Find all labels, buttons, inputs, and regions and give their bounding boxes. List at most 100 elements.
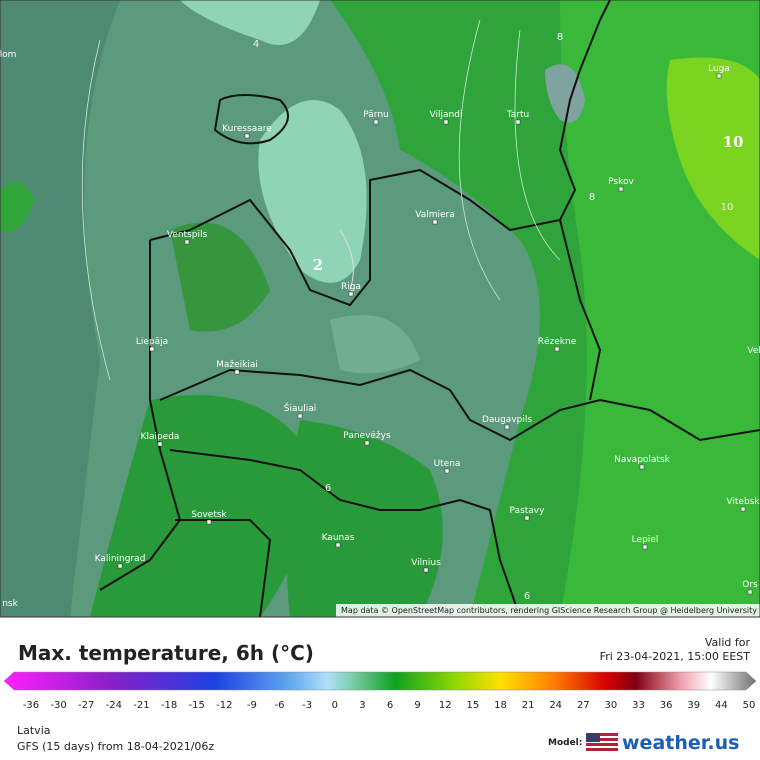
legend-tick-label: 30	[605, 700, 618, 711]
legend-ticks: -36 -30 -27 -24 -21 -18 -15 -12 -9 -6 -3 0 3 6 9 12 15 18…	[23, 700, 756, 711]
city-dot	[149, 346, 155, 352]
city-label: Ventspils	[167, 230, 208, 240]
city-label: Kaliningrad	[95, 554, 146, 564]
legend-tick-label: 44	[715, 700, 728, 711]
legend-tick-label: 3	[359, 700, 365, 711]
legend-tick-label: -12	[216, 700, 232, 711]
legend-tick-label: -6	[275, 700, 285, 711]
city-label: Pskov	[608, 177, 634, 187]
legend-tick-label: 36	[660, 700, 673, 711]
city-label: Panevėžys	[343, 431, 391, 441]
legend-tick-label: -36	[23, 700, 39, 711]
legend-tick-label: 12	[439, 700, 452, 711]
contour-label: 6	[524, 591, 530, 602]
city-label: Liepāja	[136, 337, 168, 347]
city-dot	[297, 413, 303, 419]
city-label: Klaipeda	[141, 432, 180, 442]
city-label: Sovetsk	[191, 510, 227, 520]
city-dot	[642, 544, 648, 550]
city-label: Šiauliai	[284, 402, 316, 414]
legend-tick-label: -21	[133, 700, 149, 711]
city-label: Mažeikiai	[216, 360, 258, 370]
city-label: Navapolatsk	[614, 455, 671, 465]
contour-label: 10	[723, 133, 744, 151]
color-bar	[3, 671, 757, 691]
city-label: Vel	[747, 346, 760, 356]
city-labels: Kuressaare Pärnu Viljandi Tartu Luga Pskov Ven…	[0, 50, 760, 609]
city-dot	[747, 589, 753, 595]
city-label: Luga	[708, 64, 730, 74]
city-label: Ors	[742, 580, 758, 590]
city-dot	[618, 186, 624, 192]
city-dot	[444, 468, 450, 474]
city-label: Vitebsk	[726, 497, 760, 507]
map: Map data © OpenStreetMap contributors, r…	[0, 0, 760, 617]
city-label: Vilnius	[411, 558, 441, 568]
city-dot	[234, 369, 240, 375]
city-dot	[364, 440, 370, 446]
contour-label: 8	[557, 32, 563, 43]
model-label: Model:	[548, 738, 582, 748]
legend-tick-label: -30	[50, 700, 66, 711]
contour-labels: 2 10 8 6 4 8 10 6	[253, 32, 744, 602]
legend-tick-label: -24	[106, 700, 122, 711]
legend-tick-label: 9	[414, 700, 420, 711]
city-dot	[554, 346, 560, 352]
city-dot	[740, 506, 746, 512]
city-dot	[157, 441, 163, 447]
title: Max. temperature, 6h (°C)	[18, 641, 314, 665]
legend-tick-label: 50	[743, 700, 756, 711]
attribution: Map data © OpenStreetMap contributors, r…	[341, 606, 757, 615]
city-dot	[184, 239, 190, 245]
city-label: Pärnu	[363, 110, 389, 120]
contour-label: 4	[253, 39, 259, 50]
contour-label: 2	[313, 256, 323, 274]
city-label: Kaunas	[322, 533, 355, 543]
legend-tick-label: 21	[522, 700, 535, 711]
city-label: Tartu	[506, 110, 529, 120]
contour-label: 8	[589, 192, 595, 203]
legend-tick-label: 6	[387, 700, 393, 711]
city-label: Rēzekne	[538, 337, 577, 347]
city-dot	[117, 563, 123, 569]
legend-tick-label: -9	[247, 700, 257, 711]
city-label: Pastavy	[510, 506, 546, 516]
city-dot	[504, 424, 510, 430]
city-label: Viljandi	[430, 110, 463, 120]
city-dot	[335, 542, 341, 548]
city-label: Kuressaare	[222, 124, 272, 134]
map-frame	[0, 0, 760, 618]
city-label: Utena	[434, 459, 461, 469]
contour-label: 10	[721, 202, 734, 213]
legend-tick-label: 15	[466, 700, 479, 711]
city-dot	[373, 119, 379, 125]
city-dot	[639, 464, 645, 470]
city-label: Riga	[341, 282, 361, 292]
legend-tick-label: -18	[161, 700, 177, 711]
city-dot	[206, 519, 212, 525]
logo[interactable]: weather.us	[622, 732, 739, 754]
legend-tick-label: 39	[687, 700, 700, 711]
city-label: Valmiera	[415, 210, 455, 220]
city-dot	[432, 219, 438, 225]
legend-tick-label: 0	[332, 700, 338, 711]
city-label: lom	[0, 50, 16, 60]
contour-label: 6	[325, 483, 331, 494]
city-dot	[716, 73, 722, 79]
valid-label: Valid for	[705, 636, 751, 649]
city-label: nsk	[2, 599, 18, 609]
city-dot	[244, 133, 250, 139]
city-dot	[515, 119, 521, 125]
city-dot	[348, 291, 354, 297]
model-run: GFS (15 days) from 18-04-2021/06z	[17, 740, 214, 753]
valid-time: Fri 23-04-2021, 15:00 EEST	[600, 650, 751, 663]
legend-tick-label: 24	[549, 700, 562, 711]
legend-tick-label: -15	[189, 700, 205, 711]
legend-tick-label: 27	[577, 700, 590, 711]
legend-tick-label: 33	[632, 700, 645, 711]
region: Latvia	[17, 724, 51, 737]
legend-tick-label: -27	[78, 700, 94, 711]
legend-tick-label: -3	[302, 700, 312, 711]
city-label: Daugavpils	[482, 415, 532, 425]
